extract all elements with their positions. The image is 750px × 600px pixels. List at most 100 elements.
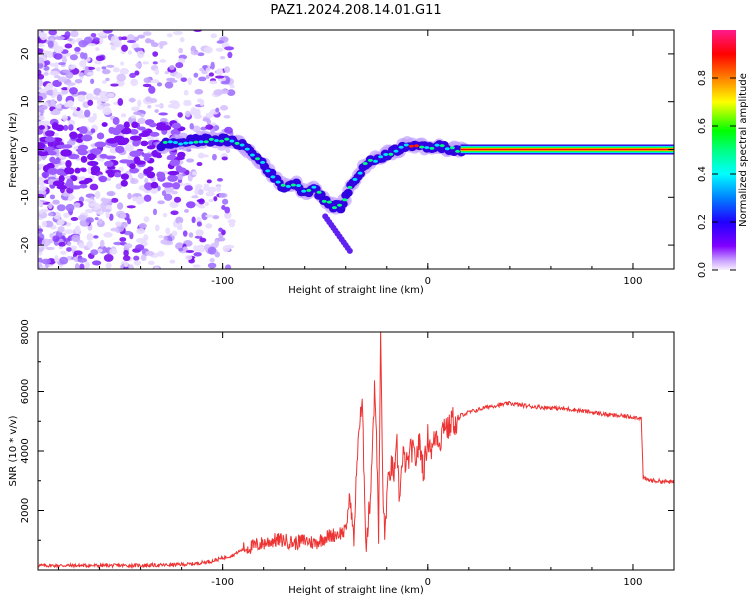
ridge-core-mark	[162, 140, 168, 144]
spectrogram-noise-mark	[216, 40, 224, 44]
spectrogram-noise-mark	[52, 199, 60, 205]
spectrogram-noise-mark	[101, 69, 111, 75]
spectrogram-noise-mark	[222, 245, 231, 252]
spectrogram-noise-mark	[105, 155, 117, 160]
spectrogram-noise-mark	[129, 163, 136, 170]
spectrogram-noise-mark	[154, 266, 159, 269]
spectrogram-noise-mark	[106, 177, 111, 182]
spectrogram-noise-mark	[109, 213, 114, 221]
snr-xlabel: Height of straight line (km)	[288, 585, 424, 596]
spectrogram-noise-mark	[180, 77, 188, 82]
spectrogram-noise-mark	[145, 38, 152, 44]
spectrogram-noise-mark	[148, 97, 158, 104]
spectrogram-noise-mark	[143, 194, 152, 202]
spectrogram-noise-mark	[175, 165, 183, 173]
ridge-core-mark	[326, 200, 332, 204]
spectrogram-noise-mark	[81, 134, 93, 142]
spectrogram-noise-mark	[201, 212, 208, 221]
spectrogram-noise-mark	[67, 241, 72, 247]
spectrogram-noise-mark	[78, 196, 85, 203]
spectrogram-noise-mark	[48, 30, 57, 36]
colorbar: 0.0 0.2 0.4 0.6 0.8 Normalized spectral ampl…	[697, 30, 749, 278]
spectrogram-noise-mark	[218, 227, 223, 232]
spectrogram-noise-mark	[165, 227, 171, 235]
spectrogram-noise-mark	[137, 50, 145, 59]
ridge-core-mark	[383, 152, 389, 156]
spectrogram-noise-mark	[142, 61, 150, 65]
spectrogram-noise-mark	[85, 93, 95, 101]
ridge-core-mark	[172, 140, 178, 144]
spectrogram-noise-mark	[205, 74, 210, 79]
spectrogram-noise-mark	[194, 88, 204, 95]
spectrogram-noise-mark	[77, 257, 88, 263]
spectrogram-noise-mark	[123, 249, 129, 257]
ridge-core-mark	[362, 162, 368, 166]
spectrogram-noise-mark	[92, 37, 100, 42]
ridge-core-mark	[249, 153, 255, 157]
spectrogram-noise-mark	[225, 148, 231, 154]
spectrogram-noise-mark	[130, 106, 140, 112]
spectrogram-noise-mark	[119, 237, 127, 242]
spectrogram-noise-mark	[98, 175, 108, 183]
spectrogram-noise-mark	[78, 39, 88, 48]
ridge-core-mark	[398, 145, 404, 149]
spectrogram-noise-mark	[137, 172, 145, 179]
spectrogram-noise-mark	[54, 132, 59, 137]
ridge-core-mark	[393, 149, 399, 153]
spectrogram-ylabel: Frequency (Hz)	[8, 112, 19, 188]
spectrogram-noise-mark	[136, 200, 142, 205]
ridge-core-mark	[239, 143, 245, 147]
spectrogram-noise-mark	[93, 96, 99, 101]
spectrogram-noise-mark	[94, 217, 99, 221]
snr-ytick-label: 4000	[20, 438, 31, 463]
spectrogram-noise-mark	[38, 73, 45, 80]
spectrogram-noise-mark	[171, 128, 179, 135]
spectrogram-noise-mark	[51, 122, 59, 130]
spectrogram-noise-mark	[92, 112, 97, 121]
snr-frame	[37, 331, 675, 571]
spectrogram-noise-mark	[185, 110, 191, 118]
spectrogram-noise-mark	[135, 244, 145, 251]
spectrogram-noise-mark	[223, 114, 231, 119]
spectrogram-noise-mark	[199, 67, 205, 72]
spectrogram-noise-mark	[157, 200, 165, 205]
spectrogram-noise-mark	[175, 72, 183, 79]
spectrogram-noise-mark	[166, 33, 173, 38]
spectrogram-noise-mark	[69, 185, 82, 190]
page-title: PAZ1.2024.208.14.01.G11	[270, 3, 441, 18]
spectrogram-noise-mark	[205, 124, 214, 130]
spectrogram-noise-mark	[171, 122, 182, 129]
ridge-core-mark	[306, 188, 312, 192]
ridge-core-mark	[234, 141, 240, 145]
snr-xtick-label: -100	[211, 577, 234, 588]
spectrogram-noise-mark	[160, 239, 169, 245]
spectrogram-noise-mark	[97, 32, 107, 37]
spectrogram-noise-mark	[130, 115, 136, 119]
spectrogram-noise-mark	[224, 211, 232, 220]
spectrogram-noise-mark	[54, 255, 59, 263]
ridge-core-mark	[208, 137, 214, 141]
spectrogram-noise-mark	[58, 62, 66, 66]
spectrogram-noise-mark	[212, 215, 220, 220]
snr-ticks: -100 0 100 2000 4000 6000 8000	[20, 319, 675, 588]
spectrogram-noise-mark	[121, 36, 129, 41]
ridge-core-mark	[352, 177, 358, 181]
spectrogram-noise-mark	[175, 216, 184, 224]
spectrogram-noise-mark	[79, 51, 85, 59]
spectrogram-noise-mark	[74, 263, 80, 269]
spectrogram-noise-mark	[134, 160, 146, 165]
spectrogram-noise-mark	[64, 31, 71, 39]
spectrogram-noise-mark	[167, 174, 178, 182]
spectrogram-noise-mark	[84, 65, 89, 74]
ridge-core-mark	[357, 171, 363, 175]
spectrogram-noise-mark	[222, 198, 229, 205]
spectrogram-ytick-label: -10	[20, 189, 31, 205]
spectrogram-noise-mark	[158, 112, 168, 116]
spectrogram-noise-mark	[229, 84, 235, 89]
spectrogram-noise-mark	[197, 52, 205, 57]
ridge-core-mark	[280, 183, 286, 187]
spectrogram-noise-mark	[84, 177, 93, 183]
spectrogram-noise-mark	[128, 264, 134, 269]
spectrogram-noise-mark	[38, 225, 42, 229]
